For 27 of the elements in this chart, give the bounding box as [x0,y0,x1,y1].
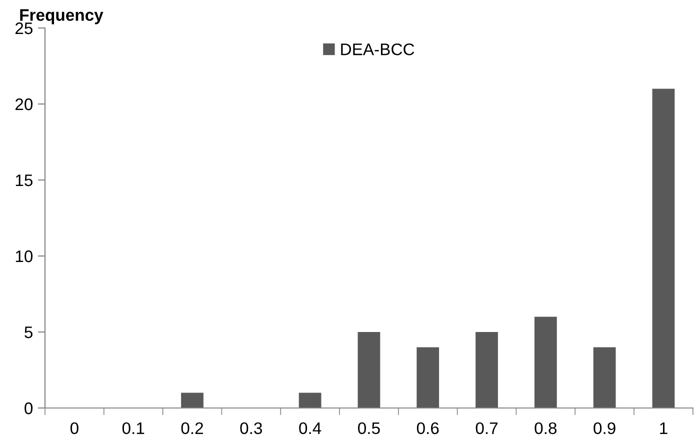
bar [476,332,498,408]
bar [534,316,557,408]
x-tick-label: 0.3 [240,422,262,434]
bar [416,347,440,408]
x-tick-label: 0.7 [476,422,498,434]
x-tick-label: 0.9 [594,422,616,434]
x-tick-label: 0 [70,422,78,434]
x-tick-label: 0.5 [358,422,380,434]
x-tick-label: 0.6 [416,422,439,434]
y-tick-label: 15 [16,174,32,186]
bar [181,392,204,408]
bar [593,347,616,408]
x-tick-label: 0.2 [181,422,203,434]
x-tick-label: 1 [660,422,668,434]
x-tick-label: 0.1 [122,422,144,434]
y-tick-label: 0 [24,402,33,414]
bar [358,332,380,408]
x-tick-label: 0.8 [534,422,557,434]
y-axis-title: Frequency [20,9,104,24]
legend-label: DEA-BCC [341,43,414,56]
x-tick-label: 0.4 [299,422,322,434]
y-tick-label: 10 [16,250,33,262]
y-tick-label: 25 [15,22,32,34]
y-tick-label: 20 [15,98,33,110]
y-tick-label: 5 [24,326,32,338]
bar [298,392,322,408]
bar [652,88,675,408]
